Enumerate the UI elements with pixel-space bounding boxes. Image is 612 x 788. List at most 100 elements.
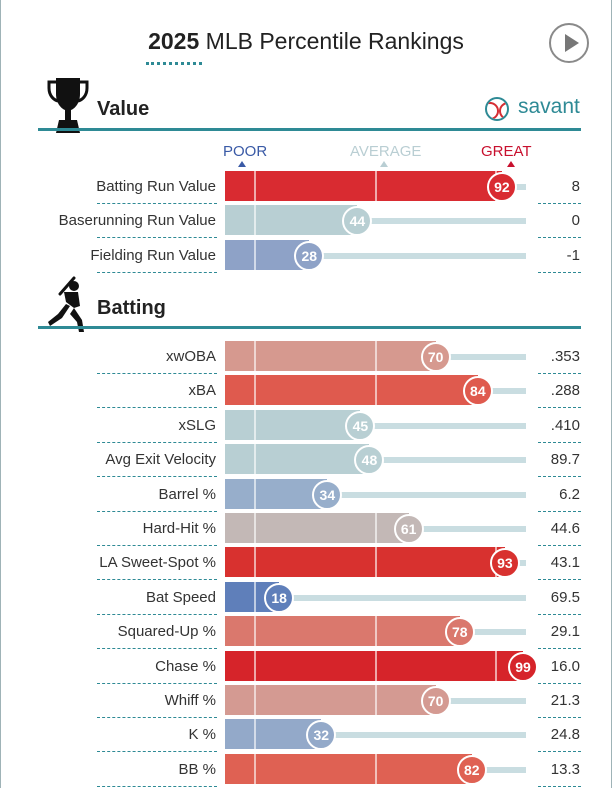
percentile-tick [374, 171, 377, 201]
section-rule-batting [38, 326, 581, 329]
percentile-bubble: 92 [486, 172, 517, 202]
metric-value: 69.5 [550, 588, 580, 606]
percentile-bar [225, 650, 523, 681]
row-separator [538, 545, 581, 546]
metric-label: Fielding Run Value [90, 246, 216, 264]
scale-great-arrow [507, 161, 515, 167]
percentile-tick [494, 650, 497, 681]
metric-row[interactable]: BB % 82 13.3 [0, 753, 612, 787]
metric-value: 89.7 [550, 451, 580, 469]
percentile-bubble: 34 [312, 479, 343, 510]
percentile-bar [225, 719, 322, 750]
metric-row[interactable]: Baserunning Run Value 44 0 [0, 204, 612, 239]
title-underline [146, 62, 202, 65]
metric-row[interactable]: Squared-Up % 78 29.1 [0, 615, 612, 650]
metric-label: Baserunning Run Value [58, 212, 216, 230]
percentile-tick [254, 581, 257, 612]
metric-row[interactable]: Avg Exit Velocity 48 89.7 [0, 443, 612, 478]
row-separator [97, 613, 217, 615]
scale-average-arrow [380, 161, 388, 167]
row-separator [538, 682, 581, 684]
metric-row[interactable]: xSLG 45 .410 [0, 409, 612, 443]
metric-row[interactable]: Barrel % 34 6.2 [0, 478, 612, 512]
row-separator [97, 476, 217, 478]
percentile-track [225, 732, 526, 739]
metric-row[interactable]: xBA 84 .288 [0, 374, 612, 409]
section-rule-value [38, 128, 581, 131]
metric-label: Chase % [155, 657, 216, 675]
row-separator [538, 579, 581, 581]
metric-label: xBA [188, 382, 216, 400]
row-separator [97, 510, 217, 512]
percentile-tick [254, 753, 257, 784]
percentile-bubble: 99 [507, 651, 538, 682]
metric-value: .288 [550, 382, 580, 400]
percentile-bar [225, 341, 436, 371]
percentile-tick [254, 409, 257, 440]
percentile-tick [374, 341, 377, 371]
row-separator [538, 510, 581, 512]
percentile-track [225, 491, 526, 498]
metric-value: .410 [550, 416, 580, 434]
metric-label: K % [188, 726, 216, 744]
metric-value: 8 [571, 178, 580, 195]
metric-row[interactable]: Hard-Hit % 61 44.6 [0, 512, 612, 546]
percentile-tick [254, 375, 257, 406]
play-icon[interactable] [549, 23, 589, 63]
percentile-tick [254, 341, 257, 371]
metric-value: 24.8 [550, 726, 580, 744]
metric-row[interactable]: K % 32 24.8 [0, 718, 612, 753]
metric-value: 16.0 [550, 657, 580, 675]
percentile-bubble: 48 [354, 445, 385, 476]
row-separator [538, 476, 581, 478]
metric-row[interactable]: Fielding Run Value 28 -1 [0, 239, 612, 273]
row-separator [538, 203, 581, 204]
percentile-tick [374, 513, 377, 543]
row-separator [97, 785, 217, 787]
metric-row[interactable]: Batting Run Value 92 8 [0, 170, 612, 204]
percentile-tick [254, 719, 257, 750]
row-separator [538, 407, 581, 409]
row-separator [97, 271, 217, 273]
percentile-bar [225, 513, 409, 543]
scale-poor-arrow [238, 161, 246, 167]
percentile-bar [225, 685, 436, 715]
percentile-tick [254, 478, 257, 509]
percentile-bar [225, 375, 478, 406]
row-separator [97, 237, 217, 239]
metric-value: 29.1 [550, 623, 580, 641]
frame-left-border [0, 0, 1, 788]
scale-average-label: AVERAGE [350, 143, 422, 160]
row-separator [538, 717, 581, 718]
percentile-bar [225, 753, 472, 784]
metric-row[interactable]: Chase % 99 16.0 [0, 650, 612, 684]
row-separator [97, 648, 217, 650]
row-separator [97, 545, 217, 546]
metric-value: 13.3 [550, 760, 580, 778]
metric-row[interactable]: LA Sweet-Spot % 93 43.1 [0, 546, 612, 581]
percentile-tick [254, 685, 257, 715]
metric-row[interactable]: Bat Speed 18 69.5 [0, 581, 612, 615]
percentile-bar [225, 616, 460, 647]
page-title: 2025 MLB Percentile Rankings [0, 28, 612, 55]
savant-brand[interactable]: savant [518, 95, 580, 118]
metric-value: 43.1 [550, 554, 580, 572]
row-separator [538, 613, 581, 615]
percentile-tick [254, 616, 257, 647]
metric-label: Barrel % [158, 485, 216, 503]
row-separator [97, 682, 217, 684]
metric-row[interactable]: Whiff % 70 21.3 [0, 684, 612, 718]
metric-label: Hard-Hit % [142, 520, 216, 537]
metric-row[interactable]: xwOBA 70 .353 [0, 340, 612, 374]
percentile-tick [254, 547, 257, 578]
title-year: 2025 [148, 28, 200, 54]
percentile-bubble: 32 [306, 720, 337, 751]
row-separator [97, 407, 217, 409]
metric-value: 0 [571, 212, 580, 230]
percentile-tick [374, 547, 377, 578]
section-title-value: Value [97, 98, 150, 120]
percentile-bubble: 45 [345, 410, 376, 441]
row-separator [538, 441, 581, 443]
metric-value: -1 [566, 246, 580, 264]
row-separator [97, 203, 217, 204]
